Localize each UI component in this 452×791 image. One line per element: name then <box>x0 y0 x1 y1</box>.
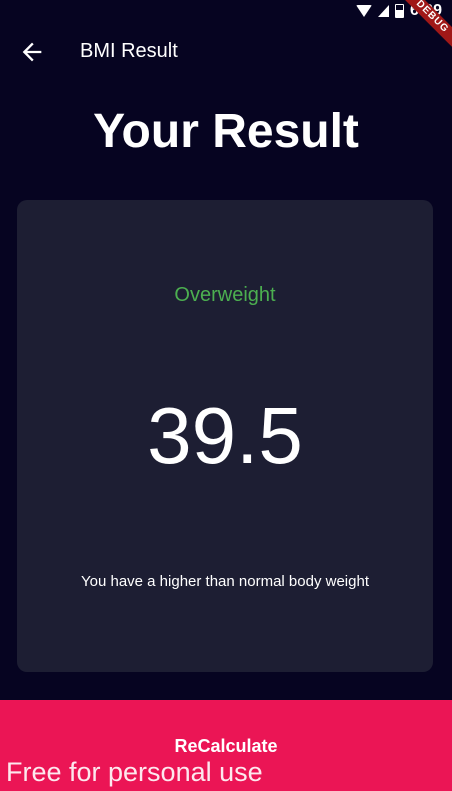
app-bar-title: BMI Result <box>80 40 178 62</box>
app-bar: BMI Result <box>0 22 452 82</box>
recalculate-button[interactable]: ReCalculate <box>0 700 452 791</box>
arrow-left-icon <box>22 42 42 62</box>
battery-icon <box>394 4 404 18</box>
back-button[interactable] <box>18 38 46 66</box>
wifi-icon <box>355 5 372 17</box>
bmi-value: 39.5 <box>147 391 303 480</box>
signal-icon <box>377 5 389 17</box>
result-card: Overweight 39.5 You have a higher than n… <box>17 200 433 672</box>
status-bar: 6:09 DEBUG <box>0 0 452 58</box>
result-status: Overweight <box>174 284 276 306</box>
result-message: You have a higher than normal body weigh… <box>81 573 369 590</box>
page-title: Your Result <box>93 105 359 158</box>
recalculate-label: ReCalculate <box>174 736 278 756</box>
